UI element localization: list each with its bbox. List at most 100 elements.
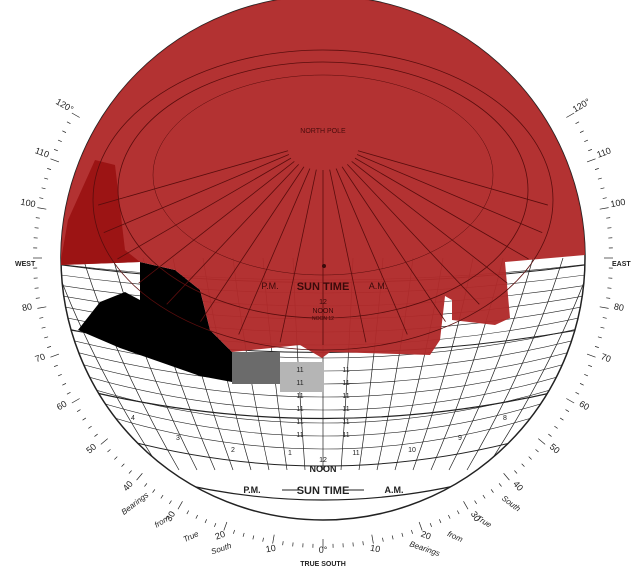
west-bearing-label: 70 [34, 351, 47, 364]
bearing-tick [554, 425, 558, 429]
bearing-tick [538, 438, 546, 445]
hour-ray [279, 169, 317, 343]
latitude-line [61, 371, 585, 424]
bearing-tick [252, 535, 255, 540]
latitude-line [61, 391, 585, 450]
bearing-tick [53, 149, 58, 152]
south-bearing-label: 0° [319, 545, 328, 555]
hour-ray [351, 161, 508, 284]
hour-ray [341, 166, 446, 322]
upper-noon-label: NOON [313, 308, 334, 315]
bearing-tick [456, 510, 460, 515]
bearing-tick [100, 438, 108, 445]
west-bearing-label: 110 [34, 145, 51, 159]
bearing-tick [62, 130, 67, 133]
bearing-tick [362, 541, 364, 546]
noon-column-label: 11 [296, 393, 303, 400]
bearing-tick [169, 500, 172, 505]
bearing-tick [39, 197, 44, 199]
bearing-tick [195, 514, 198, 519]
latitude-line [61, 351, 585, 398]
obstruction-gray-dark [232, 352, 280, 384]
true-south-label: TRUE SOUTH [300, 561, 346, 568]
bearing-tick [600, 326, 605, 329]
bearing-word: Bearings [408, 539, 441, 558]
hour-line [466, 257, 564, 471]
bearing-tick [242, 532, 245, 537]
bearing-tick [47, 168, 52, 170]
bearing-tick [579, 383, 584, 386]
shading-dark-band [61, 160, 140, 265]
bearing-tick [606, 297, 611, 299]
lower-hour-label: 8 [503, 415, 507, 422]
bearing-tick [565, 409, 570, 412]
north-pole-label: NORTH POLE [300, 128, 346, 135]
bearing-tick [597, 177, 602, 180]
hour-line [61, 257, 162, 471]
hour-ray [138, 161, 295, 284]
bearing-tick [474, 500, 477, 505]
west-bearing-label: 50 [84, 441, 98, 455]
bearing-tick [223, 521, 228, 531]
bearing-tick [214, 523, 217, 528]
bearing-scale-ticks [33, 112, 613, 548]
lower-hour-label: 3 [176, 435, 180, 442]
zenith-marker [322, 264, 326, 268]
hour-ray [354, 157, 529, 260]
bearing-word: True [475, 514, 494, 530]
noon-column-label: 11 [342, 367, 349, 374]
hour-ray [357, 150, 548, 206]
bearing-tick [71, 398, 80, 404]
bearing-tick [588, 149, 593, 152]
bearing-tick [35, 297, 40, 299]
bearing-tick [39, 317, 44, 319]
east-label: EAST [612, 261, 631, 268]
upper-sun-time-label: SUN TIME [297, 281, 350, 293]
noon-column-label: 11 [342, 432, 349, 439]
noon-column-label: 11 [342, 393, 349, 400]
bottom-bearing-number: 10 [369, 543, 381, 555]
noon-column-label: 11 [296, 432, 303, 439]
bearing-tick [586, 353, 596, 358]
bearing-tick [37, 207, 47, 210]
bearing-tick [272, 534, 275, 544]
bearing-tick [121, 463, 125, 467]
bearing-tick [528, 456, 532, 460]
bearing-tick [600, 187, 605, 190]
lower-pm-label: P.M. [243, 485, 260, 495]
bearing-tick [521, 463, 525, 467]
west-bearing-label: 60 [55, 399, 69, 413]
bearing-word: True [182, 529, 201, 544]
bearing-tick [152, 489, 156, 493]
bearing-tick [62, 383, 67, 386]
upper-am-label: A.M. [369, 281, 388, 291]
bearing-word: South [500, 494, 523, 514]
hour-ray [200, 166, 305, 322]
bearing-tick [160, 494, 164, 499]
lower-hour-labels: 1 2 3 4 11 10 9 8 [131, 415, 507, 457]
east-bearing-label: 120° [571, 96, 592, 114]
bearing-tick [584, 139, 589, 142]
lower-hour-label: 4 [131, 415, 135, 422]
noon-column-label: 11 [296, 367, 303, 374]
bearing-tick [47, 346, 52, 348]
hour-line [112, 257, 198, 471]
bottom-bearing-number: 10 [265, 543, 277, 555]
lower-noon-top: 12 [319, 457, 327, 464]
east-bearing-label: 30 [469, 509, 483, 523]
bearing-tick [282, 541, 284, 546]
noon-column-label: 11 [296, 406, 303, 413]
latitude-line [61, 361, 585, 411]
latitude-line [61, 381, 585, 437]
bearing-tick [44, 177, 49, 180]
lower-hour-label: 10 [408, 447, 416, 454]
bearing-tick [594, 346, 599, 348]
bearing-tick [76, 409, 81, 412]
bearing-tick [66, 391, 71, 395]
bearing-tick [548, 433, 552, 437]
hour-ray [329, 169, 367, 343]
bearing-tick [429, 523, 432, 528]
lower-hour-label: 11 [352, 450, 359, 457]
bearing-tick [586, 158, 596, 163]
east-bearing-label: 60 [577, 399, 591, 413]
